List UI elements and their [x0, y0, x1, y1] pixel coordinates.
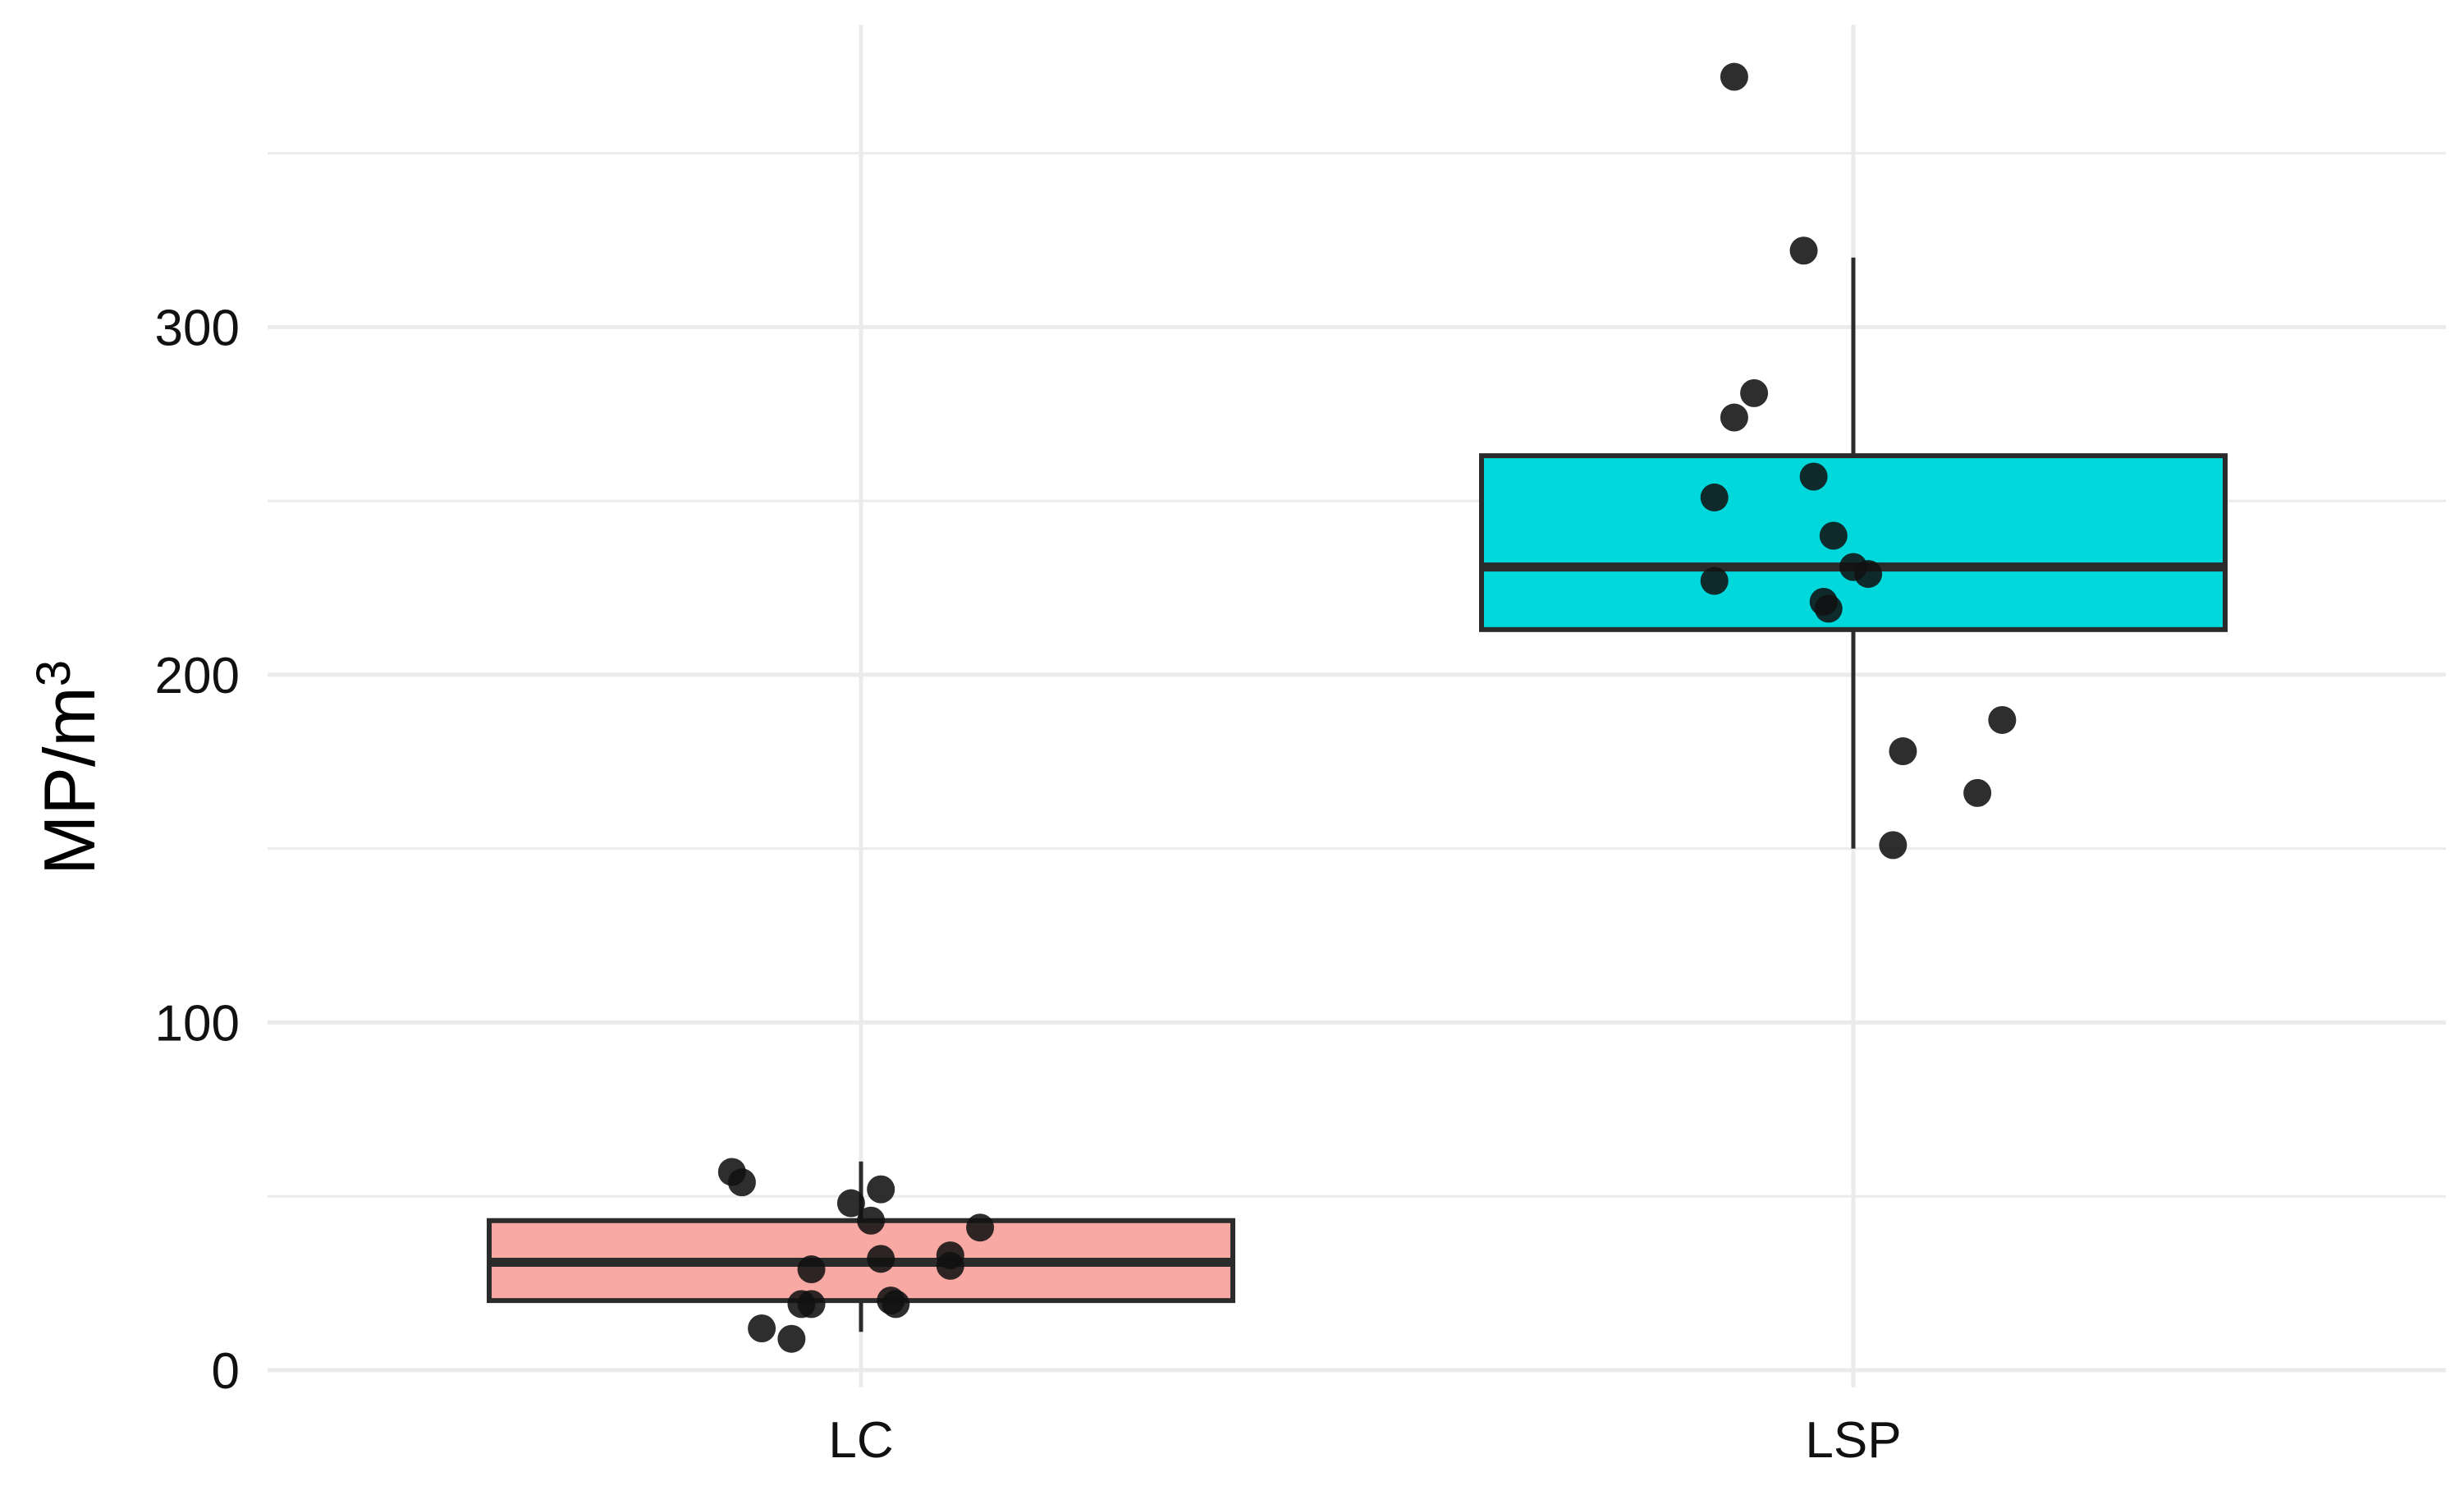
y-tick-label: 0 — [212, 1343, 240, 1400]
y-axis-title-text: MP/m — [29, 686, 110, 875]
data-point — [1889, 737, 1917, 766]
major-gridlines — [268, 324, 2446, 1373]
data-point — [1720, 62, 1748, 91]
data-point — [1854, 560, 1883, 589]
data-point — [777, 1324, 806, 1353]
box-iqr — [1479, 453, 2228, 632]
data-point — [797, 1255, 826, 1284]
data-point — [748, 1314, 776, 1343]
y-tick-label: 300 — [155, 300, 240, 356]
y-tick-label: 200 — [155, 648, 240, 704]
y-axis-ticks: 0 100 200 300 — [155, 300, 240, 1399]
data-point — [1879, 831, 1908, 860]
point-layer — [717, 62, 2017, 1353]
box-group — [487, 1161, 1235, 1332]
data-point — [1963, 778, 1992, 807]
box-group — [1479, 257, 2228, 849]
data-point — [836, 1189, 865, 1218]
y-tick-label: 100 — [155, 995, 240, 1052]
data-point — [936, 1251, 964, 1280]
data-point — [1700, 566, 1729, 595]
data-point — [727, 1168, 756, 1197]
x-tick-label: LSP — [1805, 1412, 1901, 1469]
data-point — [867, 1175, 895, 1204]
data-point — [882, 1290, 910, 1319]
data-point — [1740, 378, 1769, 407]
data-point — [1988, 705, 2017, 734]
data-point — [1799, 462, 1828, 491]
x-tick-label: LC — [828, 1412, 893, 1469]
y-axis-title-superscript: 3 — [27, 660, 80, 686]
data-point — [1720, 403, 1748, 432]
x-axis-ticks: LC LSP — [828, 1412, 1901, 1469]
data-point — [867, 1245, 895, 1273]
data-point — [1819, 521, 1848, 550]
data-point — [966, 1213, 995, 1242]
box-layer — [487, 257, 2228, 1332]
data-point — [857, 1206, 886, 1235]
data-point — [797, 1290, 826, 1319]
data-point — [1814, 594, 1843, 623]
data-point — [1700, 483, 1729, 511]
y-axis-title: MP/m3 — [27, 660, 110, 875]
data-point — [1789, 236, 1818, 265]
